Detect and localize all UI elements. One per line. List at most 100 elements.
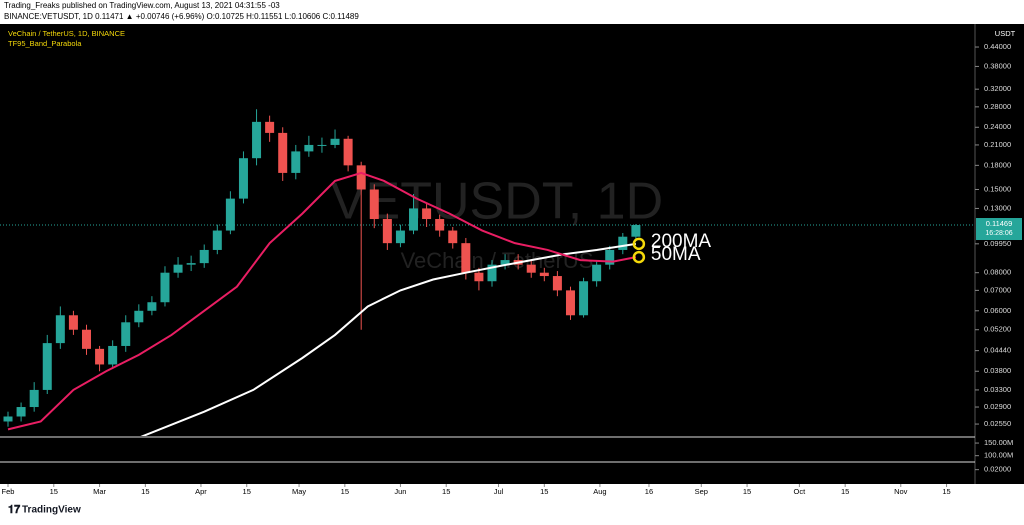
x-tick-label: Apr [195,487,207,496]
candle-body [238,158,248,199]
y-tick-label: 0.18000 [984,160,1011,169]
indicator: TF95_Band_Parabola [8,39,82,48]
y-tick-label: 0.02550 [984,419,1011,428]
x-tick-label: Feb [2,487,15,496]
moving-average [140,242,637,436]
annotation-circle [632,250,646,264]
x-tick-label: Nov [894,487,908,496]
candle-body [134,310,144,323]
y-tick-label: 0.09950 [984,239,1011,248]
candle-body [605,249,615,265]
candle-body [173,264,183,273]
candle-body [160,272,170,303]
candle-body [186,263,196,265]
y-tick-label: 0.05200 [984,325,1011,334]
legend-label: 50MA [651,244,701,265]
candle-body [291,151,301,173]
x-tick-label: Aug [593,487,606,496]
y-tick-label: 0.03800 [984,366,1011,375]
candle-body [474,272,484,282]
x-tick-label: Mar [93,487,106,496]
candle-body [317,144,327,146]
candle-body [409,208,419,231]
y-tick-label: 0.21000 [984,140,1011,149]
y-tick-label: 0.04440 [984,346,1011,355]
candle-body [108,345,118,365]
x-tick-label: Jun [394,487,406,496]
y-tick-label: 0.08000 [984,268,1011,277]
price-label: 0.11469 [986,219,1013,228]
candle-body [55,315,65,344]
x-tick-label: 15 [743,487,751,496]
candle-body [147,302,157,311]
candle-body [395,230,405,244]
candle-body [422,208,432,220]
y-tick-label: 0.13000 [984,203,1011,212]
candle-body [81,329,91,349]
quote: BINANCE:VETUSDT, 1D 0.11471 ▲ +0.00746 (… [4,12,359,21]
candle-body [278,132,288,173]
y-tick-label: 0.32000 [984,84,1011,93]
price-badge [976,218,1022,241]
x-tick-label: 16 [645,487,653,496]
candle-body [252,121,262,159]
candle-body [579,281,589,316]
x-tick-label: Sep [695,487,708,496]
y-tick-label: 0.28000 [984,102,1011,111]
watermark-sub: VeChain / TetherUS [401,248,594,273]
candle-body [121,322,131,346]
x-tick-label: 15 [50,487,58,496]
candle-body [565,290,575,316]
x-tick-label: Jul [494,487,504,496]
candle-body [592,264,602,282]
watermark: VETUSDT, 1D [331,173,663,231]
brand: TradingView [22,505,81,516]
y-tick-label: 0.07000 [984,285,1011,294]
candle-body [552,276,562,291]
publisher: Trading_Freaks published on TradingView.… [4,1,280,10]
candle-body [68,315,78,330]
brand-logo: 𝟏𝟕 [8,504,21,516]
candle-body [304,144,314,152]
y-tick-label: 0.03300 [984,385,1011,394]
candle-body [225,198,235,231]
y-tick-label: 100.00M [984,451,1013,460]
moving-average [7,171,637,431]
x-tick-label: 15 [243,487,251,496]
candle-body [330,138,340,145]
annotation-circle [632,237,646,251]
x-tick-label: Oct [794,487,807,496]
x-tick-label: 15 [841,487,849,496]
candle-body [526,264,536,273]
currency: USDT [995,29,1016,38]
chart-title: VeChain / TetherUS, 1D, BINANCE [8,29,125,38]
candle-body [382,219,392,244]
y-tick-label: 0.06000 [984,306,1011,315]
y-tick-label: 0.02900 [984,402,1011,411]
candle-body [631,225,641,237]
candle-body [487,264,497,282]
y-tick-label: 0.38000 [984,61,1011,70]
candle-body [356,165,366,190]
candle-body [369,189,379,220]
candle-body [461,243,471,273]
y-tick-label: 0.15000 [984,184,1011,193]
candle-body [539,272,549,277]
x-tick-label: May [292,487,306,496]
candle-body [448,230,458,244]
candle-body [618,236,628,250]
candle-body [42,343,52,390]
x-tick-label: 15 [540,487,548,496]
y-tick-label: 0.02000 [984,465,1011,474]
y-tick-label: 0.24000 [984,122,1011,131]
chart-area [0,24,1024,484]
x-tick-label: 15 [942,487,950,496]
candle-body [199,249,209,264]
x-tick-label: 15 [141,487,149,496]
y-tick-label: 0.44000 [984,42,1011,51]
countdown: 16:28:06 [985,230,1012,237]
candle-body [16,407,26,417]
legend-label: 200MA [651,231,712,252]
